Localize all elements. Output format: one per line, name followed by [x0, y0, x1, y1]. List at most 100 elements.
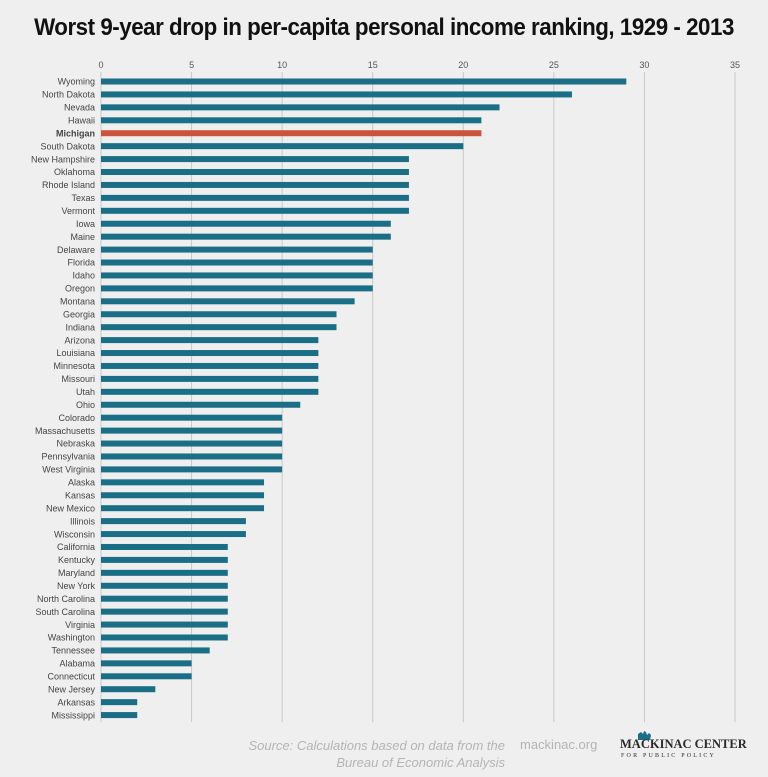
- bar-rhode-island: [101, 181, 409, 188]
- bar-new-hampshire: [101, 156, 409, 163]
- category-label: Virginia: [65, 620, 95, 630]
- logo-subtext: FOR PUBLIC POLICY: [621, 753, 717, 759]
- category-label: Ohio: [76, 400, 95, 410]
- bar-utah: [101, 388, 319, 395]
- bar-new-mexico: [101, 505, 265, 512]
- bar-california: [101, 543, 228, 550]
- chart-title: Worst 9-year drop in per-capita personal…: [34, 14, 734, 41]
- category-label: South Dakota: [40, 141, 95, 151]
- bar-maine: [101, 233, 391, 240]
- x-tick-label: 10: [277, 60, 287, 70]
- bar-arkansas: [101, 699, 138, 706]
- bar-ohio: [101, 401, 301, 408]
- category-label: Maryland: [58, 568, 95, 578]
- bar-nevada: [101, 104, 500, 111]
- bar-georgia: [101, 311, 337, 318]
- category-label: California: [57, 542, 95, 552]
- site-url[interactable]: mackinac.org: [520, 737, 598, 752]
- category-label: Kentucky: [58, 555, 96, 565]
- bar-virginia: [101, 621, 228, 628]
- bar-new-york: [101, 582, 228, 589]
- bar-minnesota: [101, 362, 319, 369]
- bar-idaho: [101, 272, 373, 279]
- bar-north-carolina: [101, 595, 228, 602]
- category-label: Vermont: [61, 206, 95, 216]
- category-label: Illinois: [70, 516, 96, 526]
- category-label: Maine: [70, 232, 95, 242]
- category-label: Louisiana: [56, 348, 95, 358]
- category-label: Wisconsin: [54, 529, 95, 539]
- bar-kansas: [101, 492, 265, 499]
- bar-vermont: [101, 207, 409, 214]
- category-label: Hawaii: [68, 115, 95, 125]
- category-label: Utah: [76, 387, 95, 397]
- bar-wisconsin: [101, 531, 246, 538]
- category-label: Oklahoma: [54, 167, 95, 177]
- x-tick-label: 20: [458, 60, 468, 70]
- category-label: Washington: [48, 633, 95, 643]
- category-label: Alaska: [68, 478, 95, 488]
- category-label: Missouri: [61, 374, 95, 384]
- x-axis-ticks: 0 5 10 15 20 25 30 35: [98, 60, 740, 70]
- category-label: Nevada: [64, 103, 95, 113]
- category-label: Wyoming: [58, 77, 95, 87]
- bar-chart: 0 5 10 15 20 25 30 35 Wyoming North Dakota Nevada…: [31, 60, 740, 723]
- category-label: New York: [57, 581, 96, 591]
- category-label: Nebraska: [56, 439, 95, 449]
- bar-kentucky: [101, 556, 228, 563]
- category-label: New Mexico: [46, 503, 95, 513]
- bar-oklahoma: [101, 169, 409, 176]
- x-tick-label: 35: [730, 60, 740, 70]
- category-label: Alabama: [59, 659, 95, 669]
- source-note: Source: Calculations based on data from …: [205, 737, 505, 771]
- bar-indiana: [101, 324, 337, 331]
- category-label: Mississippi: [51, 710, 95, 720]
- category-label: Idaho: [72, 271, 95, 281]
- category-label: Delaware: [57, 245, 95, 255]
- category-label: Texas: [71, 193, 95, 203]
- bar-alabama: [101, 660, 192, 667]
- category-label: Minnesota: [53, 361, 95, 371]
- bar-florida: [101, 259, 373, 266]
- mackinac-logo: MACKINAC CENTER FOR PUBLIC POLICY: [606, 731, 756, 766]
- category-label: Oregon: [65, 284, 95, 294]
- bar-iowa: [101, 220, 391, 227]
- bar-arizona: [101, 337, 319, 344]
- x-tick-label: 15: [368, 60, 378, 70]
- category-label: North Dakota: [42, 90, 95, 100]
- bar-massachusetts: [101, 427, 283, 434]
- x-tick-label: 5: [189, 60, 194, 70]
- bar-pennsylvania: [101, 453, 283, 460]
- bar-missouri: [101, 375, 319, 382]
- category-label: Rhode Island: [42, 180, 95, 190]
- bar-colorado: [101, 414, 283, 421]
- bar-hawaii: [101, 117, 482, 124]
- category-label: Michigan: [56, 128, 95, 138]
- bar-tennessee: [101, 647, 210, 654]
- bar-oregon: [101, 285, 373, 292]
- bars: [101, 78, 627, 719]
- bar-west-virginia: [101, 466, 283, 473]
- category-label: Pennsylvania: [41, 452, 95, 462]
- category-label: New Hampshire: [31, 154, 95, 164]
- bar-north-dakota: [101, 91, 572, 98]
- bar-michigan: [101, 130, 482, 137]
- bar-louisiana: [101, 350, 319, 357]
- bar-alaska: [101, 479, 265, 486]
- category-label: Indiana: [65, 322, 95, 332]
- category-label: South Carolina: [35, 607, 95, 617]
- category-labels: Wyoming North Dakota Nevada Hawaii Michigan S…: [31, 77, 96, 721]
- bar-connecticut: [101, 673, 192, 680]
- category-label: New Jersey: [48, 684, 96, 694]
- category-label: Connecticut: [47, 671, 95, 681]
- x-tick-label: 25: [549, 60, 559, 70]
- bar-illinois: [101, 518, 246, 525]
- bar-mississippi: [101, 712, 138, 719]
- bar-wyoming: [101, 78, 627, 85]
- bar-texas: [101, 194, 409, 201]
- category-label: Georgia: [63, 309, 95, 319]
- category-label: Kansas: [65, 490, 96, 500]
- bar-washington: [101, 634, 228, 641]
- bar-south-dakota: [101, 143, 464, 150]
- x-tick-label: 30: [639, 60, 649, 70]
